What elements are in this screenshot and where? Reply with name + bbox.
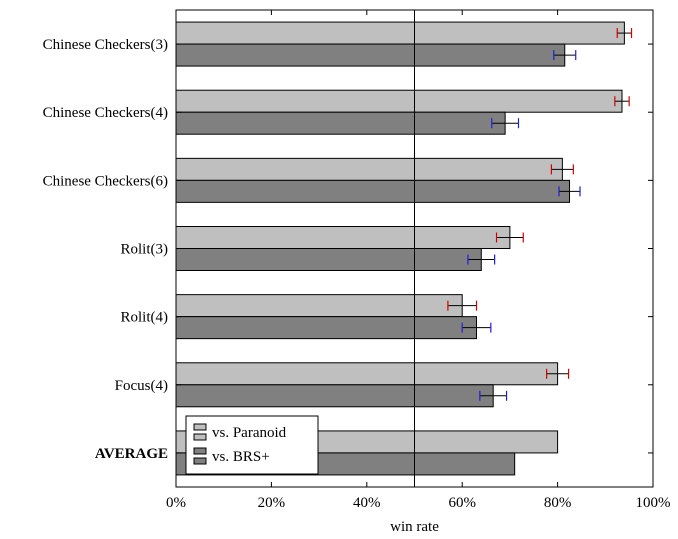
error-bars-layer [447, 28, 633, 401]
y-tick-label-rolit-3: Rolit(3) [121, 242, 169, 258]
error-bar-vs-paranoid-rolit-4 [447, 300, 478, 311]
legend-items: vs. Paranoid vs. BRS+ [193, 423, 287, 465]
y-tick-label-average: AVERAGE [95, 446, 168, 462]
error-bar-vs-paranoid-chinese-checkers-4 [614, 96, 630, 107]
bar-vs-brs-chinese-checkers-3 [175, 43, 566, 67]
bars-layer [175, 21, 625, 476]
legend-swatch-vs-paranoid [193, 423, 207, 441]
legend-swatch-vs-brs [193, 447, 207, 465]
bar-vs-paranoid-focus-4 [175, 362, 559, 386]
bar-vs-paranoid-chinese-checkers-6 [175, 157, 563, 181]
error-bar-vs-brs-chinese-checkers-3 [553, 50, 577, 61]
x-axis-label: win rate [390, 519, 439, 535]
error-bar-vs-brs-chinese-checkers-6 [558, 186, 581, 197]
x-tick-label-60: 60% [448, 495, 476, 511]
bar-vs-paranoid-chinese-checkers-4 [175, 89, 623, 113]
y-tick-label-rolit-4: Rolit(4) [121, 310, 169, 326]
x-tick-label-20: 20% [258, 495, 286, 511]
error-bar-vs-brs-chinese-checkers-4 [491, 118, 520, 129]
legend: vs. Paranoid vs. BRS+ [185, 415, 319, 475]
error-bar-vs-paranoid-rolit-3 [495, 232, 524, 243]
y-tick-label-chinese-checkers-4: Chinese Checkers(4) [43, 105, 168, 121]
legend-box [185, 415, 319, 475]
y-tick-label-chinese-checkers-3: Chinese Checkers(3) [43, 37, 168, 53]
bar-vs-brs-focus-4 [175, 384, 494, 408]
y-axis-ticks: Chinese Checkers(3) Chinese Checkers(4) Ch… [43, 37, 653, 462]
bar-vs-paranoid-chinese-checkers-3 [175, 21, 625, 45]
bar-vs-brs-chinese-checkers-4 [175, 111, 506, 135]
x-tick-label-100: 100% [636, 495, 671, 511]
x-tick-label-80: 80% [544, 495, 572, 511]
bar-vs-brs-chinese-checkers-6 [175, 179, 571, 203]
x-tick-label-0: 0% [166, 495, 186, 511]
error-bar-vs-paranoid-chinese-checkers-6 [550, 164, 574, 175]
legend-label-vs-brs: vs. BRS+ [212, 449, 270, 465]
x-tick-label-40: 40% [353, 495, 381, 511]
error-bar-vs-paranoid-chinese-checkers-3 [616, 28, 633, 39]
bar-vs-paranoid-rolit-3 [175, 226, 511, 249]
bar-vs-brs-rolit-3 [175, 248, 482, 271]
x-axis-ticks: 0% 20% 40% 60% 80% 100% [166, 10, 671, 511]
y-tick-label-chinese-checkers-6: Chinese Checkers(6) [43, 173, 168, 189]
error-bar-vs-brs-focus-4 [479, 390, 508, 401]
error-bar-vs-brs-rolit-4 [461, 322, 492, 333]
error-bar-vs-brs-rolit-3 [467, 254, 496, 265]
error-bar-vs-paranoid-focus-4 [546, 368, 570, 379]
bar-vs-paranoid-rolit-4 [175, 294, 463, 318]
legend-label-vs-paranoid: vs. Paranoid [212, 425, 287, 441]
y-tick-label-focus-4: Focus(4) [115, 378, 168, 394]
bar-vs-brs-rolit-4 [175, 316, 478, 340]
